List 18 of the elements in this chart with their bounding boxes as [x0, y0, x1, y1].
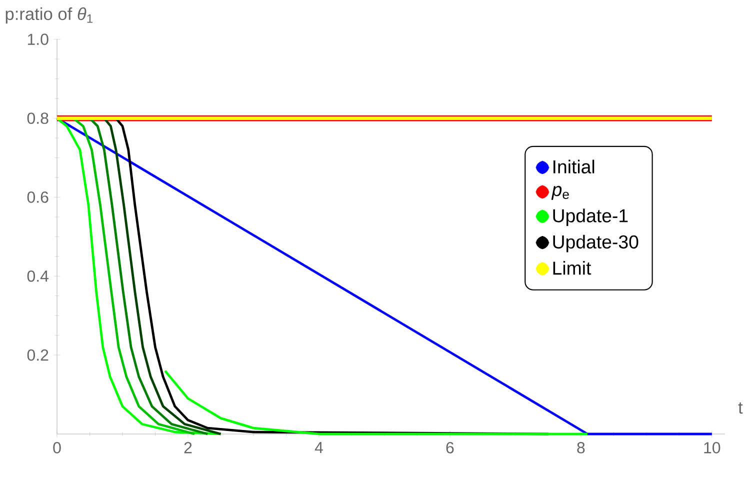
x-tick-label: 8 — [577, 442, 585, 454]
y-tick-label: 0.2 — [27, 349, 48, 361]
legend-label: p$_{e}$ — [551, 186, 569, 200]
x-tick-label: 4 — [314, 442, 323, 454]
y-axis-title: p:ratio of θ$_{1}$ — [6, 7, 93, 24]
y-tick-label: 1.0 — [28, 34, 48, 45]
y-tick-label: 0.4 — [27, 270, 48, 282]
x-tick-label: 10 — [704, 442, 720, 454]
legend-label: Initial — [554, 160, 594, 174]
x-tick-label: 6 — [446, 442, 454, 454]
legend-label: Limit — [553, 261, 592, 275]
legend-label: Update-30 — [553, 234, 638, 252]
x-axis-title: t — [738, 402, 743, 414]
x-tick-label: 2 — [184, 442, 192, 454]
x-tick-label: 0 — [53, 442, 61, 454]
y-tick-label: 0.8 — [27, 112, 48, 124]
legend-label: Update-1 — [553, 208, 628, 226]
y-tick-label: 0.6 — [27, 192, 48, 203]
